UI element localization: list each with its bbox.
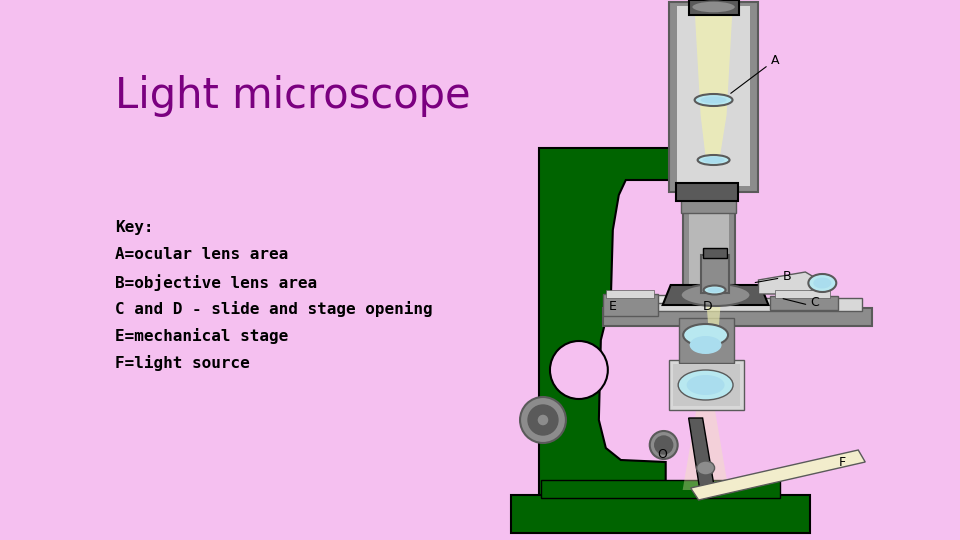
Bar [606, 290, 654, 298]
Bar [681, 198, 735, 213]
Text: O: O [658, 448, 667, 461]
Bar [603, 308, 873, 326]
Text: B=objective lens area: B=objective lens area [115, 274, 317, 291]
Ellipse shape [550, 341, 608, 399]
Text: E: E [609, 300, 616, 313]
Ellipse shape [698, 155, 730, 165]
Ellipse shape [681, 284, 751, 306]
Bar [677, 6, 751, 186]
Ellipse shape [703, 157, 725, 163]
Ellipse shape [697, 461, 714, 475]
Text: A=ocular lens area: A=ocular lens area [115, 247, 288, 262]
Ellipse shape [701, 97, 727, 104]
Ellipse shape [689, 336, 722, 354]
Bar [683, 95, 734, 295]
Bar [511, 495, 810, 533]
Bar [679, 318, 733, 363]
Ellipse shape [704, 286, 726, 294]
Ellipse shape [708, 287, 722, 293]
Bar [688, 0, 738, 15]
Ellipse shape [691, 1, 735, 13]
Ellipse shape [808, 274, 836, 292]
Bar [703, 248, 727, 258]
Bar [669, 2, 758, 192]
Text: E=mechanical stage: E=mechanical stage [115, 328, 288, 344]
Polygon shape [688, 418, 715, 495]
Ellipse shape [655, 436, 673, 454]
Bar [612, 298, 862, 311]
Bar [771, 296, 838, 310]
Polygon shape [690, 450, 865, 500]
Bar [688, 100, 729, 290]
Polygon shape [695, 8, 732, 115]
Polygon shape [683, 408, 729, 490]
Polygon shape [662, 285, 768, 305]
Text: F: F [838, 456, 846, 469]
Text: Light microscope: Light microscope [115, 75, 470, 117]
Ellipse shape [537, 414, 549, 426]
Bar [673, 364, 739, 406]
Bar [676, 183, 737, 201]
Ellipse shape [684, 324, 728, 346]
Bar [701, 255, 729, 293]
Bar [669, 360, 743, 410]
Polygon shape [707, 305, 721, 330]
Ellipse shape [650, 431, 678, 459]
Bar [603, 294, 658, 316]
Bar [541, 480, 780, 498]
Ellipse shape [520, 397, 566, 443]
Ellipse shape [813, 278, 831, 288]
Polygon shape [758, 272, 823, 294]
Bar [776, 290, 830, 298]
Text: C and D - slide and stage opening: C and D - slide and stage opening [115, 301, 433, 317]
Polygon shape [539, 148, 746, 495]
Polygon shape [703, 292, 727, 305]
Ellipse shape [695, 94, 732, 106]
Text: D: D [703, 300, 712, 313]
Text: F=light source: F=light source [115, 355, 250, 371]
Text: B: B [782, 269, 791, 282]
Bar [643, 295, 762, 303]
Polygon shape [701, 115, 727, 165]
Ellipse shape [686, 375, 725, 395]
Ellipse shape [678, 370, 733, 400]
Ellipse shape [528, 405, 558, 435]
Text: C: C [810, 296, 819, 309]
Text: A: A [771, 53, 779, 66]
Text: Key:: Key: [115, 220, 154, 235]
